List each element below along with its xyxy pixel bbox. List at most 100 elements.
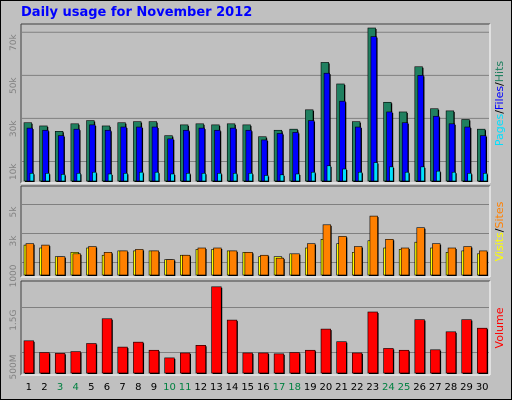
legend-visits-sites: Visits/Sites [493,201,506,261]
x-tick-label-day-28: 28 [445,382,458,393]
x-tick-label-day-29: 29 [460,382,473,393]
bar-files-day-23 [370,36,377,182]
legend-entry: / [493,82,506,86]
bar-sites-day-17 [275,257,285,276]
x-tick-label-day-9: 9 [151,382,157,393]
bar-sites-day-28 [447,247,457,276]
x-tick-label-day-20: 20 [319,382,332,393]
bar-pages-day-25 [404,171,410,182]
bar-pages-day-22 [357,171,363,182]
legend-entry: Hits [493,61,506,83]
bar-files-day-6 [104,129,112,182]
x-tick-label-day-25: 25 [398,382,411,393]
panel-hits-files-pages [21,24,490,183]
bar-sites-day-21 [338,236,347,276]
legend-entry: Files [493,86,506,110]
legend-entry: / [493,110,506,114]
bar-pages-day-29 [467,173,472,182]
bar-pages-day-7 [123,173,128,182]
y-tick-label: 5k [9,206,19,218]
bar-volume-day-7 [117,346,128,374]
bar-pages-day-14 [232,173,238,182]
bar-pages-day-28 [451,171,457,182]
panel-visits-sites [21,186,490,277]
bar-volume-day-5 [86,343,97,374]
x-tick-label-day-27: 27 [429,382,442,393]
bar-sites-day-27 [432,243,441,276]
y-tick-label: 70k [9,34,19,51]
bar-sites-day-9 [150,250,159,276]
bar-pages-day-17 [279,174,285,182]
y-tick-label: 1.5G [9,309,19,330]
legend-entry: Volume [493,307,506,348]
bar-sites-day-29 [463,246,472,276]
bar-sites-day-7 [119,250,128,276]
x-tick-label-day-13: 13 [210,382,223,393]
x-tick-label-day-1: 1 [26,382,32,393]
bar-sites-day-14 [228,250,238,276]
bar-pages-day-4 [76,173,81,182]
bar-volume-day-26 [414,319,425,374]
x-tick-label-day-6: 6 [104,382,110,393]
bar-sites-day-6 [103,252,113,276]
bar-volume-day-10 [164,357,175,374]
x-tick-label-day-2: 2 [41,382,47,393]
bar-sites-day-30 [479,250,488,276]
x-tick-label-day-26: 26 [413,382,426,393]
bar-sites-day-15 [244,252,253,276]
bar-volume-day-15 [242,352,253,374]
bar-pages-day-1 [29,173,34,182]
y-tick-label: 30k [9,120,19,137]
bar-sites-day-20 [322,224,331,276]
bar-volume-day-21 [336,341,347,374]
bar-sites-day-23 [369,215,378,276]
bar-volume-day-29 [461,319,472,374]
bar-sites-day-13 [213,247,222,276]
bar-pages-day-23 [373,162,378,182]
bar-pages-day-8 [139,171,144,182]
bar-sites-day-11 [182,254,191,276]
legend-entry: / [493,228,506,232]
x-tick-label-day-30: 30 [476,382,489,393]
legend-volume: Volume [493,307,506,348]
chart-title: Daily usage for November 2012 [21,5,253,20]
bar-sites-day-3 [56,256,66,276]
bar-sites-day-18 [291,253,300,276]
bar-sites-day-1 [25,243,34,276]
x-tick-label-day-14: 14 [226,382,239,393]
bar-pages-day-11 [186,173,191,182]
x-tick-label-day-3: 3 [57,382,63,393]
bar-pages-day-15 [248,173,253,182]
bar-files-day-16 [261,139,268,182]
bar-volume-day-23 [367,311,378,374]
bar-files-day-20 [323,72,330,182]
bar-volume-day-24 [383,348,394,374]
x-tick-label-day-22: 22 [351,382,364,393]
bar-volume-day-3 [54,353,66,374]
bar-pages-day-27 [436,170,441,182]
x-tick-label-day-21: 21 [335,382,348,393]
bar-sites-day-19 [307,243,316,276]
y-tick-label: 10k [9,163,19,180]
bar-sites-day-22 [353,246,363,276]
bar-files-day-26 [417,75,424,182]
bar-files-day-7 [120,126,127,182]
bar-sites-day-24 [385,239,394,276]
x-tick-label-day-24: 24 [382,382,395,393]
legend-entry: Sites [493,201,506,228]
x-tick-label-day-10: 10 [163,382,176,393]
x-tick-label-day-8: 8 [135,382,141,393]
bar-pages-day-30 [483,173,488,182]
x-tick-label-day-19: 19 [304,382,317,393]
bar-volume-day-19 [305,349,316,374]
bar-sites-day-10 [166,259,175,276]
bar-files-day-19 [308,120,315,182]
bar-pages-day-18 [295,173,300,182]
bar-volume-day-14 [226,319,238,374]
bar-volume-day-18 [289,352,300,374]
panel-volume [21,281,490,375]
bar-volume-day-1 [23,340,34,374]
bar-pages-day-2 [45,173,50,182]
x-tick-label-day-7: 7 [119,382,125,393]
bar-volume-day-2 [39,352,50,374]
